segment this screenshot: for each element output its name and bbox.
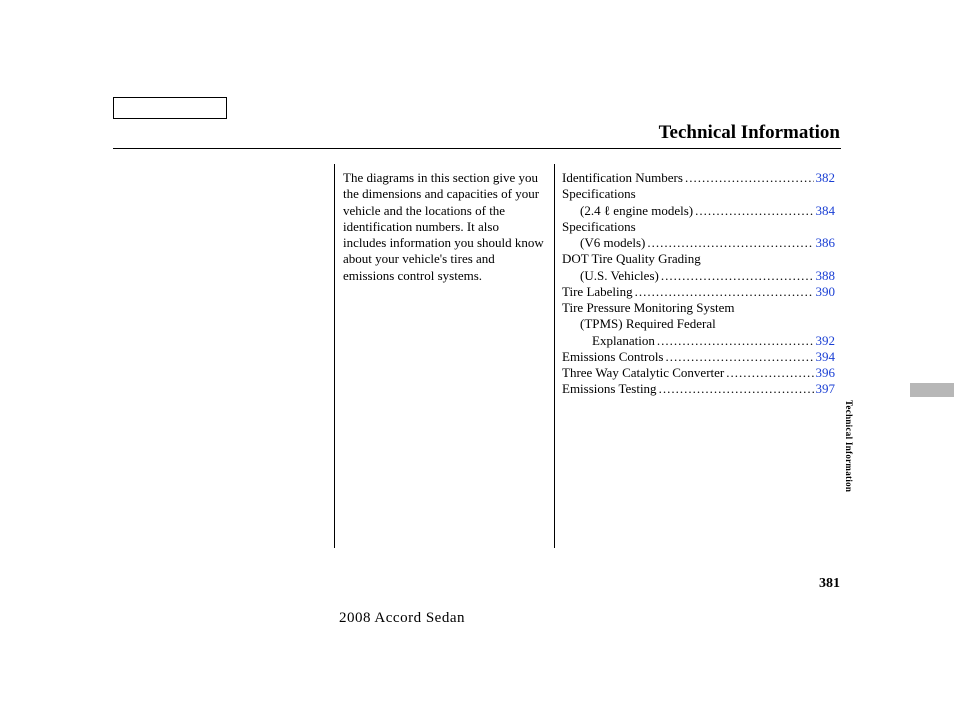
toc-label: DOT Tire Quality Grading bbox=[562, 251, 701, 267]
toc-row: Specifications bbox=[562, 186, 835, 202]
toc-label: Emissions Testing bbox=[562, 381, 657, 397]
toc-label: Three Way Catalytic Converter bbox=[562, 365, 724, 381]
toc-page-link[interactable]: 397 bbox=[814, 381, 836, 397]
toc-page-link[interactable]: 394 bbox=[814, 349, 836, 365]
toc-leader bbox=[664, 349, 814, 365]
toc-label: Specifications bbox=[562, 219, 636, 235]
toc-label: (2.4 ℓ engine models) bbox=[562, 203, 693, 219]
section-tab bbox=[910, 383, 954, 397]
toc-leader bbox=[645, 235, 813, 251]
toc-label: (V6 models) bbox=[562, 235, 645, 251]
toc-row: Emissions Controls 394 bbox=[562, 349, 835, 365]
page-number: 381 bbox=[819, 576, 840, 592]
toc-page-link[interactable]: 396 bbox=[814, 365, 836, 381]
toc-leader bbox=[683, 170, 814, 186]
toc-label: Emissions Controls bbox=[562, 349, 664, 365]
column-divider-left bbox=[334, 164, 335, 548]
toc-leader bbox=[655, 333, 814, 349]
footer-model: 2008 Accord Sedan bbox=[339, 610, 465, 627]
toc-row: Emissions Testing 397 bbox=[562, 381, 835, 397]
intro-paragraph: The diagrams in this section give you th… bbox=[343, 170, 545, 284]
toc-row: Tire Pressure Monitoring System bbox=[562, 300, 835, 316]
toc-label: Tire Pressure Monitoring System bbox=[562, 300, 735, 316]
toc-page-link[interactable]: 382 bbox=[814, 170, 836, 186]
section-tab-label: Technical Information bbox=[840, 400, 854, 560]
toc-label: Specifications bbox=[562, 186, 636, 202]
toc-label: Tire Labeling bbox=[562, 284, 633, 300]
header-rule bbox=[113, 148, 841, 149]
table-of-contents: Identification Numbers382Specifications(… bbox=[562, 170, 835, 398]
toc-row: DOT Tire Quality Grading bbox=[562, 251, 835, 267]
toc-leader bbox=[633, 284, 814, 300]
toc-label: Explanation bbox=[562, 333, 655, 349]
toc-row: Explanation 392 bbox=[562, 333, 835, 349]
column-divider-right bbox=[554, 164, 555, 548]
toc-label: (U.S. Vehicles) bbox=[562, 268, 659, 284]
toc-page-link[interactable]: 386 bbox=[814, 235, 836, 251]
toc-leader bbox=[659, 268, 814, 284]
toc-row: (TPMS) Required Federal bbox=[562, 316, 835, 332]
toc-leader bbox=[693, 203, 813, 219]
toc-leader bbox=[724, 365, 813, 381]
toc-row: Tire Labeling 390 bbox=[562, 284, 835, 300]
page: Technical Information The diagrams in th… bbox=[0, 0, 954, 710]
main-menu-box[interactable] bbox=[113, 97, 227, 119]
toc-page-link[interactable]: 392 bbox=[814, 333, 836, 349]
toc-page-link[interactable]: 388 bbox=[814, 268, 836, 284]
page-title: Technical Information bbox=[659, 122, 840, 144]
toc-leader bbox=[657, 381, 814, 397]
toc-row: (U.S. Vehicles) 388 bbox=[562, 268, 835, 284]
toc-row: Identification Numbers 382 bbox=[562, 170, 835, 186]
toc-page-link[interactable]: 384 bbox=[814, 203, 836, 219]
toc-label: (TPMS) Required Federal bbox=[562, 316, 716, 332]
toc-page-link[interactable]: 390 bbox=[814, 284, 836, 300]
toc-row: Three Way Catalytic Converter 396 bbox=[562, 365, 835, 381]
toc-label: Identification Numbers bbox=[562, 170, 683, 186]
toc-row: (2.4 ℓ engine models) 384 bbox=[562, 203, 835, 219]
toc-row: Specifications bbox=[562, 219, 835, 235]
toc-row: (V6 models) 386 bbox=[562, 235, 835, 251]
